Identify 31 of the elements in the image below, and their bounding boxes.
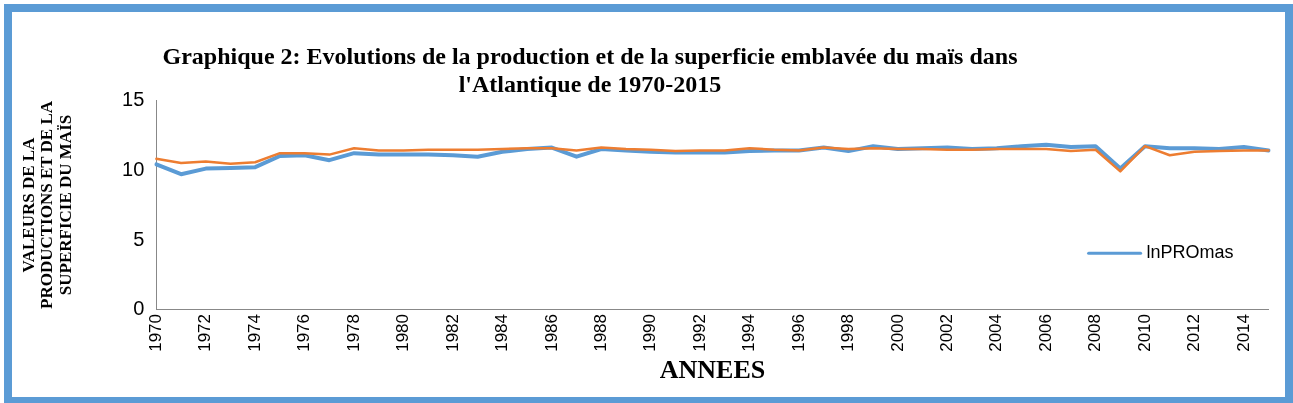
x-tick-label: 2008 — [1085, 313, 1105, 352]
x-tick-label: 1974 — [244, 313, 264, 352]
x-tick-label: 2004 — [986, 313, 1006, 352]
y-tick-label: 15 — [122, 87, 145, 110]
legend-label: lnPROmas — [1146, 242, 1234, 263]
x-tick-label: 1982 — [442, 313, 462, 352]
x-tick-label: 1994 — [739, 313, 759, 352]
chart-title: Graphique 2: Evolutions de la production et de la superficie emblavée du maïs dans l'Atlantique de 1970-2015 — [161, 42, 1019, 98]
x-tick-label: 1978 — [343, 313, 363, 352]
x-tick-label: 2000 — [887, 313, 907, 352]
x-tick-label: 1998 — [838, 313, 858, 352]
x-tick-label: 1984 — [492, 313, 512, 352]
x-tick-label: 1980 — [393, 313, 413, 352]
x-axis-title: ANNEES — [659, 355, 766, 385]
x-tick-label: 1996 — [788, 313, 808, 352]
x-tick-label: 2012 — [1184, 313, 1204, 352]
x-tick-label: 1988 — [590, 313, 610, 352]
y-tick-label: 5 — [133, 227, 145, 250]
x-tick-label: 2006 — [1035, 313, 1055, 352]
x-tick-label: 1992 — [689, 313, 709, 352]
x-tick-label: 1970 — [146, 313, 166, 352]
y-tick-label: 0 — [133, 297, 145, 320]
x-tick-label: 2002 — [936, 313, 956, 352]
x-tick-label: 1976 — [294, 313, 314, 352]
y-tick-label: 10 — [122, 157, 145, 180]
x-tick-label: 2010 — [1134, 313, 1154, 352]
x-tick-label: 2014 — [1233, 313, 1253, 352]
x-tick-label: 1990 — [640, 313, 660, 352]
x-tick-label: 1986 — [541, 313, 561, 352]
y-axis-title: VALEURS DE LA PRODUCTIONS ET DE LA SUPERFICIE DU MAÏS — [18, 100, 76, 309]
x-tick-label: 1972 — [195, 313, 215, 352]
